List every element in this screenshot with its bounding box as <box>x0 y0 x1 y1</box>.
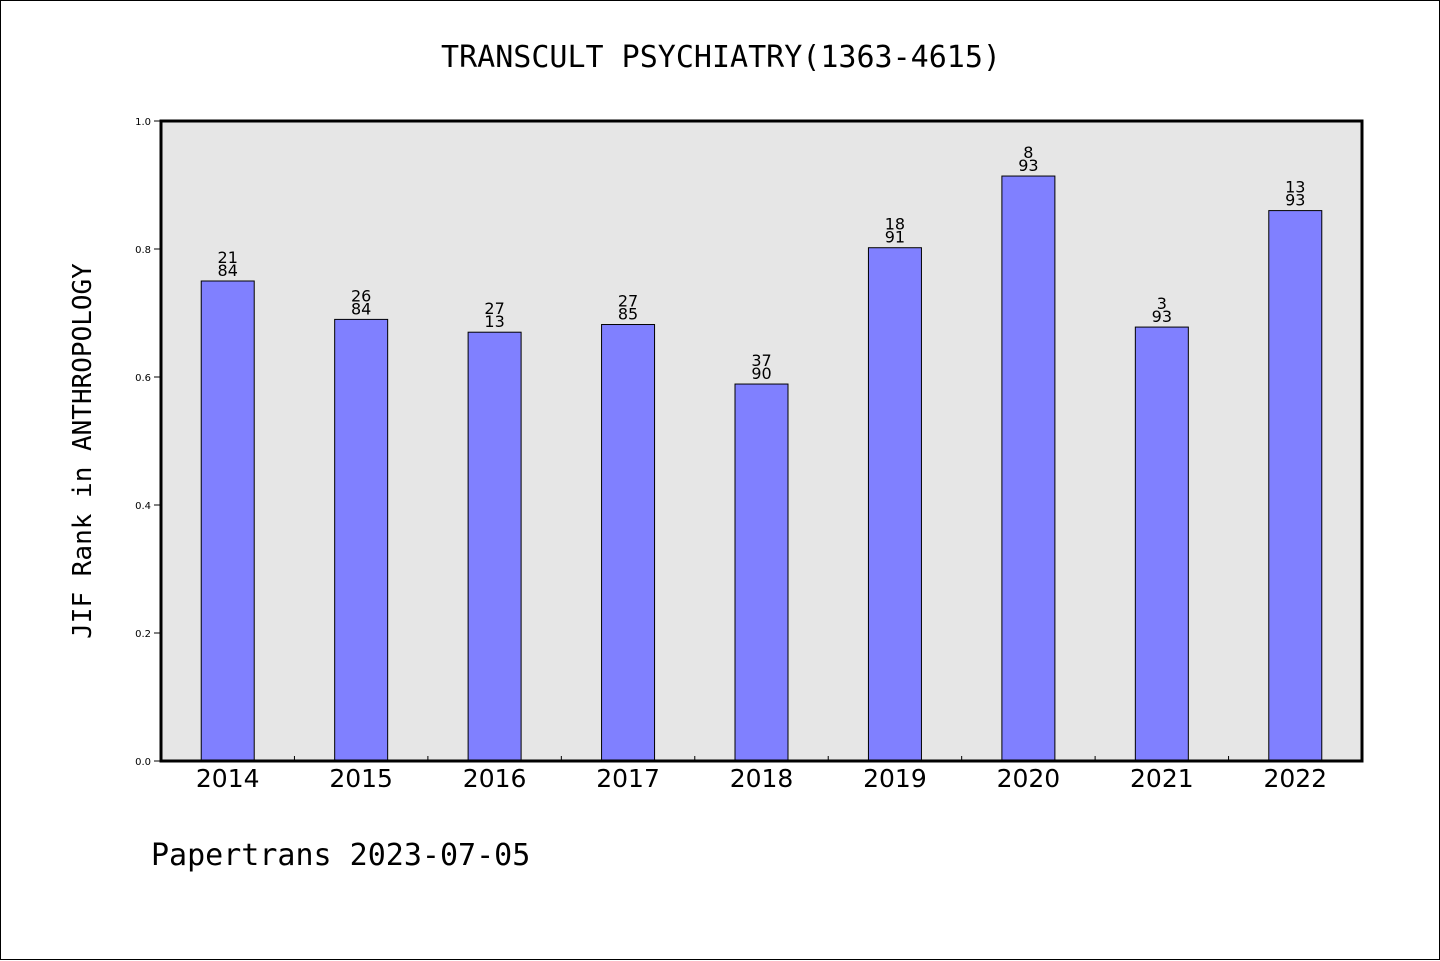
x-tick-label: 2018 <box>730 764 794 793</box>
y-tick-label: 0.6 <box>135 373 151 384</box>
x-tick-label: 2020 <box>997 764 1061 793</box>
x-tick-label: 2022 <box>1263 764 1327 793</box>
bar-label-rank: 37 <box>751 351 771 370</box>
bar-label-rank: 21 <box>218 248 238 267</box>
bar <box>867 247 922 762</box>
bar <box>1134 326 1189 762</box>
y-tick-label: 1.0 <box>135 117 151 128</box>
y-axis-label: JIF Rank in ANTHROPOLOGY <box>68 263 98 639</box>
x-tick-label: 2019 <box>863 764 927 793</box>
y-tick-label: 0.8 <box>135 245 151 256</box>
y-tick-label: 0.4 <box>135 501 151 512</box>
x-tick-label: 2016 <box>463 764 527 793</box>
y-axis-ticks: 0.0 0.2 0.4 0.6 0.8 1.0 <box>135 117 161 768</box>
bar-label-rank: 27 <box>484 299 504 318</box>
bar-label-rank: 27 <box>618 292 638 311</box>
y-tick-label: 0.2 <box>135 629 151 640</box>
bar <box>200 280 255 762</box>
bar-label-rank: 8 <box>1023 143 1033 162</box>
x-axis-ticks: 2014 2015 2016 2017 2018 2019 2020 2021 2022 <box>196 756 1327 793</box>
footer-watermark: Papertrans 2023-07-05 <box>151 838 530 873</box>
bar-label-total: 93 <box>1285 191 1305 210</box>
bar <box>601 324 656 762</box>
y-tick-label: 0.0 <box>135 757 151 768</box>
plot-border <box>159 119 1364 763</box>
bar-label-rank: 3 <box>1157 294 1167 313</box>
bar-label-total: 85 <box>618 305 638 324</box>
bar-label-total: 84 <box>351 299 371 318</box>
x-tick-label: 2015 <box>329 764 393 793</box>
x-tick-label: 2021 <box>1130 764 1194 793</box>
chart-title: TRANSCULT PSYCHIATRY(1363-4615) <box>441 40 1001 75</box>
bar-label-total: 13 <box>484 312 504 331</box>
bar-label-total: 90 <box>751 364 771 383</box>
x-tick-label: 2017 <box>596 764 660 793</box>
bar <box>467 331 522 762</box>
bar <box>1268 210 1323 762</box>
bar-label-total: 84 <box>218 261 238 280</box>
bar-label-total: 91 <box>885 228 905 247</box>
bar-label-rank: 26 <box>351 286 371 305</box>
x-tick-label: 2014 <box>196 764 260 793</box>
bar <box>334 318 389 762</box>
bar <box>734 383 789 762</box>
bar-label-total: 93 <box>1152 307 1172 326</box>
bar-label-rank: 18 <box>885 215 905 234</box>
bar <box>1001 175 1056 762</box>
bar-label-rank: 13 <box>1285 178 1305 197</box>
bar-label-total: 93 <box>1018 156 1038 175</box>
bars <box>200 175 1323 762</box>
